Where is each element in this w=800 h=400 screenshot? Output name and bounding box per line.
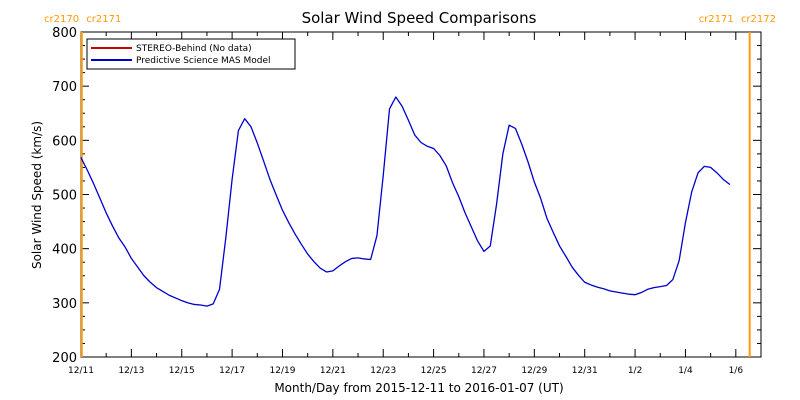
right-carrington-end: cr2172 bbox=[741, 14, 776, 25]
x-axis-label: Month/Day from 2015-12-11 to 2016-01-07 … bbox=[274, 381, 563, 395]
legend: STEREO-Behind (No data) Predictive Scien… bbox=[86, 38, 296, 70]
y-tick-label: 500 bbox=[52, 189, 77, 204]
right-carrington-label: cr2171 cr2172 bbox=[699, 14, 776, 25]
y-tick-label: 800 bbox=[52, 26, 77, 41]
legend-label-stereo: STEREO-Behind (No data) bbox=[136, 44, 252, 54]
x-tick-label: 1/2 bbox=[628, 366, 642, 376]
x-tick-label: 12/19 bbox=[270, 366, 296, 376]
series-layer bbox=[80, 96, 731, 307]
y-tick-label: 300 bbox=[52, 297, 77, 312]
left-carrington-start: cr2170 bbox=[44, 14, 79, 25]
y-tick-label: 200 bbox=[52, 351, 77, 366]
y-axis-label: Solar Wind Speed (km/s) bbox=[30, 121, 44, 269]
y-tick-label: 700 bbox=[52, 80, 77, 95]
legend-label-model: Predictive Science MAS Model bbox=[136, 56, 271, 66]
right-carrington-start: cr2171 bbox=[699, 14, 734, 25]
x-tick-label: 12/31 bbox=[572, 366, 598, 376]
x-tick-label: 12/25 bbox=[421, 366, 447, 376]
x-tick-label: 12/13 bbox=[118, 366, 144, 376]
x-tick-label: 12/21 bbox=[320, 366, 346, 376]
plot-frame bbox=[80, 31, 762, 358]
x-tick-label: 12/27 bbox=[471, 366, 497, 376]
x-tick-label: 12/15 bbox=[169, 366, 195, 376]
x-tick-label: 1/6 bbox=[729, 366, 744, 376]
x-tick-label: 12/11 bbox=[68, 366, 94, 376]
x-tick-label: 12/23 bbox=[370, 366, 396, 376]
x-tick-label: 1/4 bbox=[678, 366, 693, 376]
left-carrington-label: cr2170 cr2171 bbox=[44, 14, 121, 25]
legend-box bbox=[86, 38, 296, 70]
x-tick-label: 12/17 bbox=[219, 366, 245, 376]
y-tick-label: 400 bbox=[52, 243, 77, 258]
x-axis-ticks: 12/11 12/13 12/15 12/17 12/19 12/21 12/23 12/25… bbox=[68, 32, 762, 376]
y-tick-label: 600 bbox=[52, 134, 77, 149]
carrington-markers bbox=[80, 32, 751, 357]
series-line-mas-model bbox=[80, 96, 731, 307]
chart-title: Solar Wind Speed Comparisons bbox=[302, 9, 537, 27]
left-carrington-end: cr2171 bbox=[86, 14, 121, 25]
y-axis-ticks: 200 300 400 500 600 700 800 bbox=[52, 26, 761, 366]
x-tick-label: 12/29 bbox=[521, 366, 547, 376]
